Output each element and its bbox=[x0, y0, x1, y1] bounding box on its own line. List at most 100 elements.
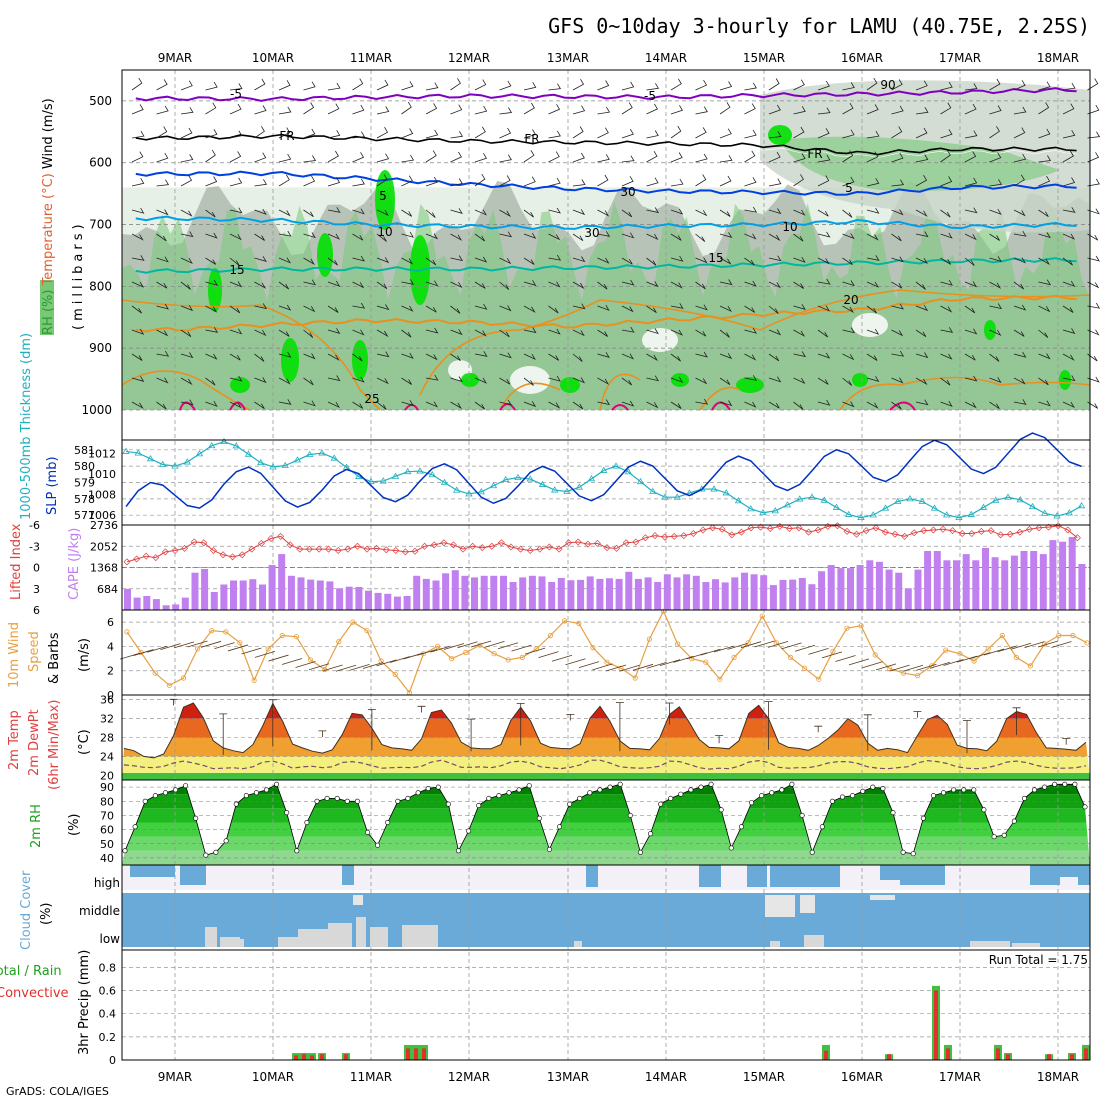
wind-barb bbox=[646, 233, 659, 241]
wind-barb bbox=[1087, 281, 1100, 289]
li-tick: 0 bbox=[33, 562, 40, 575]
wind-10m-barb bbox=[241, 647, 262, 655]
cape-bar bbox=[982, 547, 989, 610]
wind-barb bbox=[891, 350, 905, 357]
wind-10m-barb bbox=[281, 658, 303, 665]
slp-tick: 1012 bbox=[88, 447, 116, 460]
wind-barb bbox=[303, 155, 317, 163]
isotherm-label: FR bbox=[807, 147, 822, 161]
wind-barb bbox=[425, 150, 437, 163]
wind-barb bbox=[425, 353, 438, 361]
wind-barb bbox=[670, 401, 682, 409]
temp-minmax-bar bbox=[913, 711, 922, 718]
wind-speed-marker bbox=[787, 654, 794, 661]
wind-barb bbox=[695, 209, 708, 217]
wind-barb bbox=[646, 150, 658, 163]
rh-marker bbox=[203, 852, 209, 858]
temp-ylabel-3: (6hr Min/Max) bbox=[47, 700, 62, 790]
pressure-tick: 800 bbox=[89, 279, 112, 293]
wind-barb bbox=[793, 106, 806, 115]
temp-minmax-bar bbox=[1062, 738, 1071, 745]
wind-barb bbox=[205, 209, 216, 218]
thickness-marker bbox=[722, 489, 730, 496]
wind-barb bbox=[327, 280, 341, 287]
wind-barb bbox=[940, 257, 952, 265]
wind-barb bbox=[352, 376, 365, 383]
wind-barb bbox=[744, 150, 756, 163]
wind-barb bbox=[450, 131, 464, 139]
wind-barb bbox=[572, 401, 584, 410]
rh-marker bbox=[344, 798, 350, 804]
thickness-marker bbox=[894, 497, 902, 504]
wind-barb bbox=[327, 305, 339, 313]
wind-barb bbox=[891, 303, 904, 310]
wind-barb bbox=[156, 329, 169, 337]
wind-barb bbox=[254, 105, 267, 115]
wind-barb bbox=[548, 233, 561, 241]
cape-bar bbox=[355, 587, 363, 610]
date-label-top: 18MAR bbox=[1037, 51, 1079, 65]
wind-barb bbox=[229, 151, 242, 163]
cape-bar bbox=[528, 575, 536, 610]
wind-barb bbox=[1087, 376, 1100, 383]
isotherm-20-low bbox=[121, 289, 1091, 411]
wind-barb bbox=[572, 353, 583, 362]
rh-marker bbox=[607, 784, 613, 790]
wind-barb bbox=[793, 233, 804, 242]
temp-tick: 36 bbox=[100, 694, 114, 707]
wind-speed-marker bbox=[195, 646, 201, 652]
cape-bar bbox=[914, 569, 922, 610]
date-label-top: 10MAR bbox=[252, 51, 294, 65]
thickness-marker bbox=[244, 450, 253, 457]
wind-speed-marker bbox=[943, 647, 949, 653]
li-marker bbox=[334, 547, 342, 554]
wind-barb bbox=[327, 207, 341, 213]
wind-barb bbox=[744, 177, 757, 187]
date-label-top: 13MAR bbox=[547, 51, 589, 65]
wind-10m-barb bbox=[416, 648, 438, 656]
wind-10m-barb bbox=[889, 664, 910, 672]
li-marker bbox=[353, 542, 361, 550]
thickness-marker bbox=[587, 475, 596, 482]
li-marker bbox=[363, 545, 371, 553]
wind-barb bbox=[915, 80, 928, 91]
li-marker bbox=[853, 530, 861, 538]
wind-barb bbox=[646, 401, 659, 409]
date-label-bottom: 12MAR bbox=[448, 1070, 490, 1084]
thickness-marker bbox=[649, 487, 657, 494]
panel-frames bbox=[121, 69, 1091, 1061]
wind-barb bbox=[1062, 150, 1074, 163]
precip-convective-bar bbox=[320, 1054, 324, 1060]
cape-bar bbox=[191, 572, 199, 610]
wind-barb bbox=[450, 151, 462, 163]
cloud-mid-block bbox=[800, 895, 815, 913]
isotherm-label: 15 bbox=[708, 251, 723, 265]
wind-10m-barb bbox=[187, 640, 208, 648]
wind-barb bbox=[964, 353, 976, 361]
thickness-marker bbox=[428, 470, 436, 478]
wind-barb bbox=[719, 81, 733, 91]
cloud-high-block bbox=[342, 865, 354, 885]
cloud-low-block bbox=[356, 917, 366, 947]
wind-barb bbox=[499, 305, 512, 312]
wind-10m-barb bbox=[578, 661, 600, 669]
wind-barb bbox=[401, 154, 415, 163]
wind-barb bbox=[1062, 280, 1076, 287]
wind-barb bbox=[499, 231, 513, 238]
wind-barb bbox=[352, 255, 365, 262]
li-marker bbox=[507, 543, 515, 551]
rh-marker bbox=[658, 801, 664, 807]
wind-speed-marker bbox=[1027, 663, 1034, 669]
wind-barb bbox=[548, 401, 561, 409]
cape-bar bbox=[519, 577, 527, 610]
cape-bar bbox=[606, 578, 613, 610]
wind-10m-barb bbox=[1024, 641, 1045, 649]
temp-minmax-bar bbox=[863, 714, 872, 751]
isotherm-label: 25 bbox=[364, 392, 379, 406]
thickness-marker bbox=[330, 454, 338, 461]
wind-barb bbox=[646, 305, 657, 314]
temp-line bbox=[123, 702, 1087, 759]
li-marker bbox=[661, 533, 669, 541]
wind-barb bbox=[940, 327, 954, 333]
li-marker bbox=[881, 528, 889, 536]
